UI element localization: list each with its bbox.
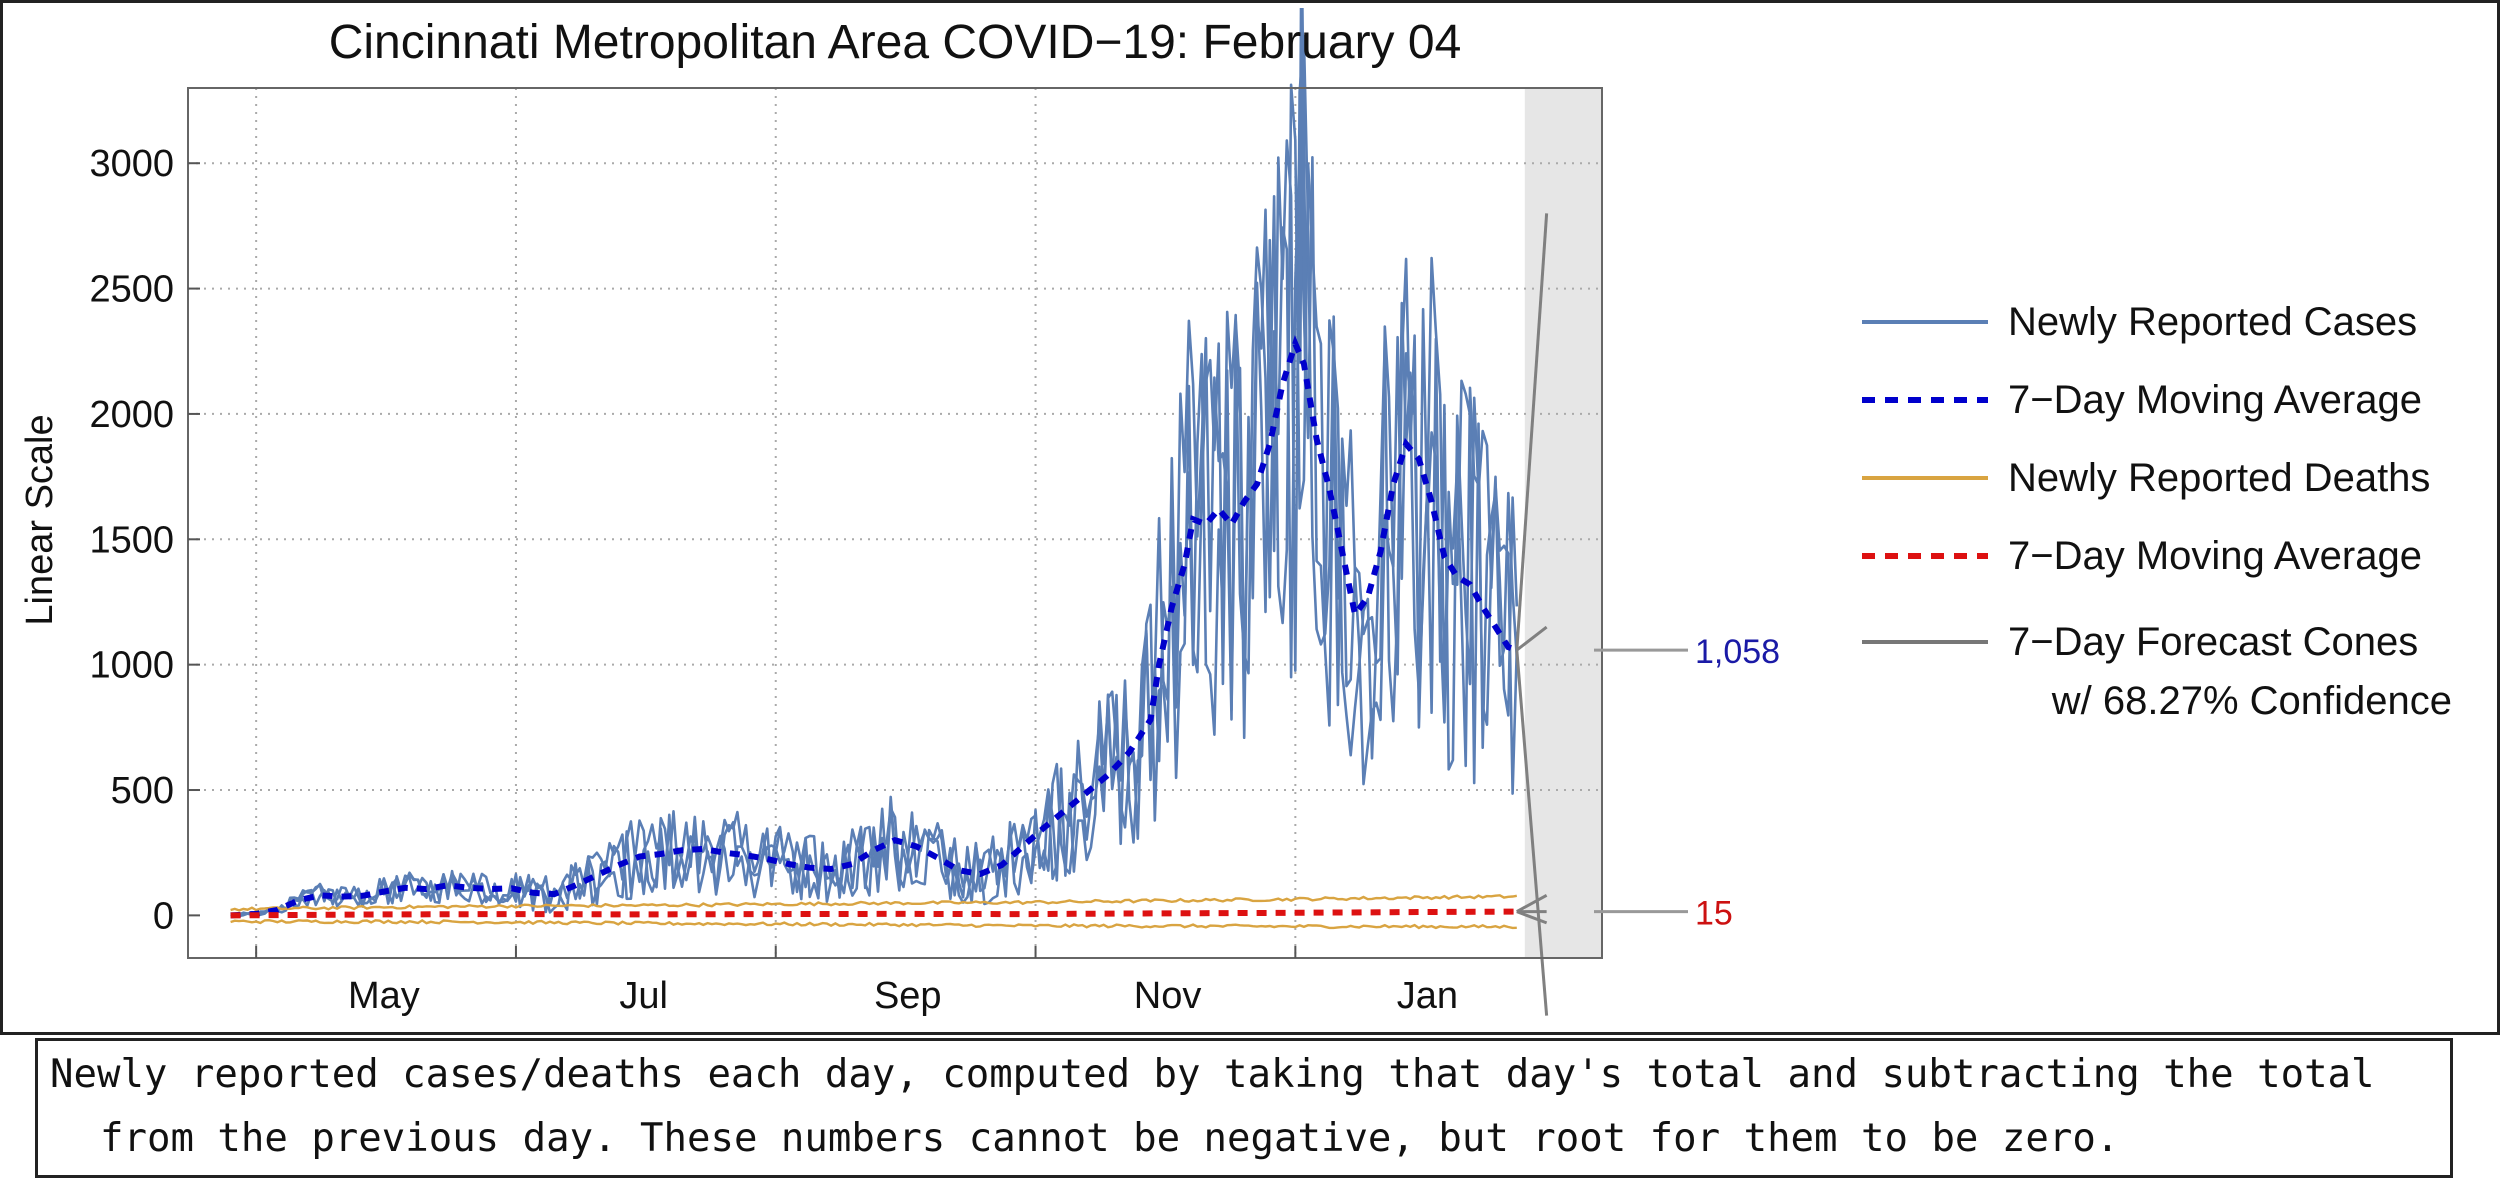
- legend: Newly Reported Cases 7−Day Moving Average…: [1862, 300, 2452, 723]
- y-tick-label: 500: [111, 770, 174, 812]
- series-layer: [230, 7, 1549, 1016]
- y-tick-label: 2000: [89, 394, 174, 436]
- deaths-forecast-cone-lower: [1516, 910, 1548, 925]
- axes: 0 500 1000 1500 2000 2500 3000 May Jul Sep Nov Jan C…: [19, 16, 1780, 1017]
- cases-daily-line: [230, 148, 1519, 918]
- cases-moving-average-line: [230, 335, 1518, 919]
- x-tick-label-may: May: [348, 975, 420, 1017]
- x-tick-label-jul: Jul: [619, 975, 668, 1017]
- cases-forecast-cone-upper: [1515, 213, 1549, 651]
- legend-label-2: w/ 68.27% Confidence: [2051, 679, 2452, 723]
- cases-forecast-cone-center: [1515, 625, 1548, 652]
- legend-label: 7−Day Moving Average: [2008, 378, 2422, 422]
- y-tick-label: 0: [153, 895, 174, 937]
- x-tick-label-nov: Nov: [1134, 975, 1202, 1017]
- y-tick-label: 1500: [89, 519, 174, 561]
- cases-forecast-cone-lower: [1515, 649, 1549, 1016]
- cases-latest-value: 1,058: [1695, 633, 1780, 671]
- covid-chart: 0 500 1000 1500 2000 2500 3000 May Jul Sep Nov Jan C…: [0, 0, 2500, 1035]
- caption-line-1: Newly reported cases/deaths each day, co…: [50, 1052, 2375, 1097]
- caption-line-2: from the previous day. These numbers can…: [100, 1116, 2120, 1161]
- caption: Newly reported cases/deaths each day, co…: [35, 1038, 2453, 1178]
- x-tick-label-jan: Jan: [1397, 975, 1458, 1017]
- deaths-daily-line: [230, 894, 1517, 912]
- legend-label: 7−Day Moving Average: [2008, 534, 2422, 578]
- y-axis-label: Linear Scale: [19, 414, 61, 625]
- deaths-forecast-cone-upper: [1516, 894, 1548, 913]
- legend-label: Newly Reported Deaths: [2008, 456, 2430, 500]
- cases-spike-line: [1297, 7, 1308, 389]
- forecast-region: [1524, 88, 1602, 958]
- deaths-daily-line: [230, 918, 1517, 930]
- y-tick-label: 1000: [89, 645, 174, 687]
- y-tick-label: 2500: [89, 269, 174, 311]
- legend-label: Newly Reported Cases: [2008, 300, 2417, 344]
- gridlines: [188, 88, 1602, 958]
- legend-label: 7−Day Forecast Cones: [2008, 620, 2418, 664]
- y-tick-label: 3000: [89, 143, 174, 185]
- deaths-latest-value: 15: [1695, 895, 1733, 933]
- plot-area: [188, 88, 1602, 958]
- x-tick-label-sep: Sep: [874, 975, 942, 1017]
- plot-frame: [187, 87, 1603, 959]
- chart-title: Cincinnati Metropolitan Area COVID−19: F…: [329, 16, 1462, 69]
- deaths-moving-average-line: [230, 908, 1517, 919]
